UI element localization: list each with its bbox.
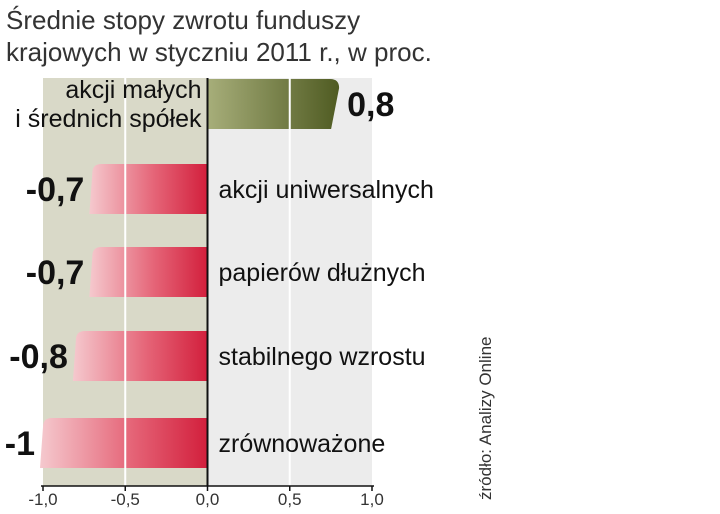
bar	[207, 79, 340, 129]
category-label: akcji uniwersalnych	[219, 176, 434, 204]
chart-title-line-2: krajowych w styczniu 2011 r., w proc.	[6, 37, 432, 67]
chart-title: Średnie stopy zwrotu funduszy krajowych …	[6, 4, 526, 68]
x-axis-ticks: -1,0 -0,5 0,0 0,5 1,0	[28, 486, 384, 509]
value-label: -0,7	[26, 171, 85, 209]
bars	[40, 79, 340, 468]
bar	[72, 331, 208, 381]
value-label: 0,8	[347, 86, 394, 124]
bar	[40, 418, 208, 468]
value-label: -0,8	[9, 338, 68, 376]
category-label: zrównoważone	[219, 430, 386, 458]
value-label: -0,7	[26, 254, 85, 292]
chart-title-line-1: Średnie stopy zwrotu funduszy	[6, 5, 361, 35]
x-tick-label: -1,0	[28, 490, 57, 509]
x-tick-label: 0,0	[196, 490, 220, 509]
category-label: stabilnego wzrostu	[219, 343, 426, 371]
bar	[89, 164, 208, 214]
x-tick-label: 0,5	[278, 490, 302, 509]
bar	[89, 247, 208, 297]
category-label: i średnich spółek	[15, 105, 202, 133]
category-label: akcji małych	[65, 76, 201, 104]
source-note: źródło: Analizy Online	[476, 336, 495, 500]
value-label: -1	[5, 425, 35, 463]
x-tick-label: 1,0	[360, 490, 384, 509]
grid-lines	[124, 78, 291, 486]
category-label: papierów dłużnych	[219, 259, 426, 287]
x-tick-label: -0,5	[111, 490, 140, 509]
